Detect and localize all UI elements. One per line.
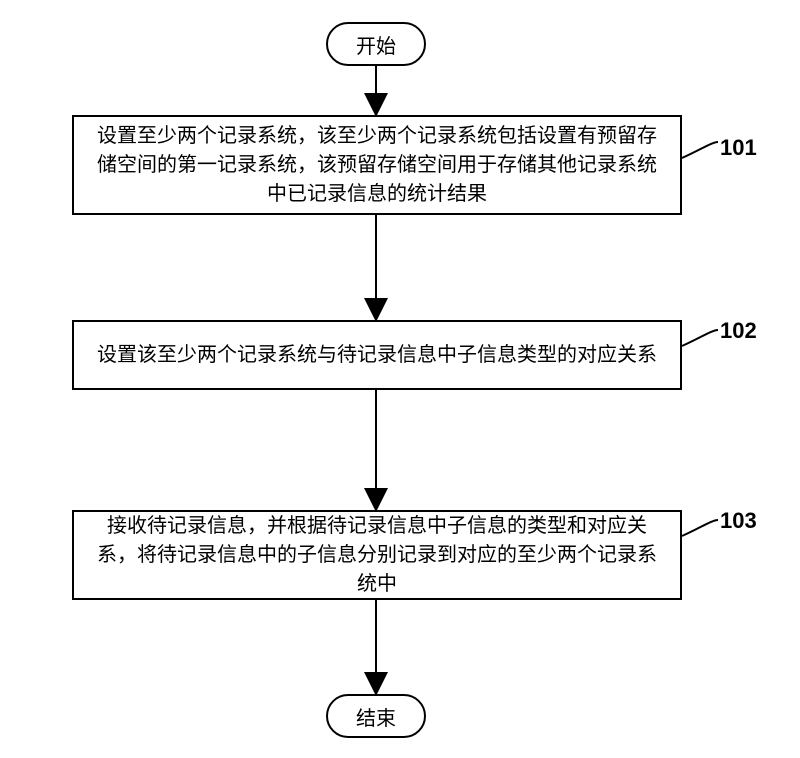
start-label: 开始: [356, 30, 396, 59]
flowchart-canvas: 开始 设置至少两个记录系统，该至少两个记录系统包括设置有预留存储空间的第一记录系…: [0, 0, 800, 758]
process-step-1: 设置至少两个记录系统，该至少两个记录系统包括设置有预留存储空间的第一记录系统，该…: [72, 115, 682, 215]
step-3-number: 103: [720, 508, 757, 534]
process-step-3: 接收待记录信息，并根据待记录信息中子信息的类型和对应关系，将待记录信息中的子信息…: [72, 510, 682, 600]
step-2-number: 102: [720, 318, 757, 344]
process-step-3-text: 接收待记录信息，并根据待记录信息中子信息的类型和对应关系，将待记录信息中的子信息…: [88, 512, 666, 599]
process-step-2-text: 设置该至少两个记录系统与待记录信息中子信息类型的对应关系: [97, 341, 657, 370]
process-step-2: 设置该至少两个记录系统与待记录信息中子信息类型的对应关系: [72, 320, 682, 390]
start-terminal: 开始: [326, 22, 426, 66]
end-terminal: 结束: [326, 694, 426, 738]
end-label: 结束: [356, 702, 396, 731]
step-1-number: 101: [720, 135, 757, 161]
process-step-1-text: 设置至少两个记录系统，该至少两个记录系统包括设置有预留存储空间的第一记录系统，该…: [88, 122, 666, 209]
